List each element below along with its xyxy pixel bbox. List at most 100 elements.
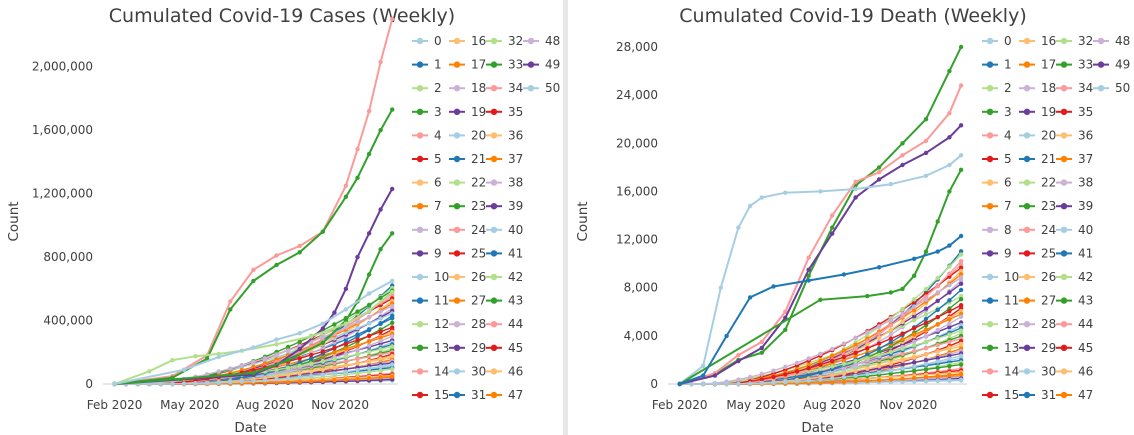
series-point-41 xyxy=(865,352,870,357)
series-point-34 xyxy=(228,299,233,304)
series-point-34 xyxy=(274,253,279,258)
series-point-47 xyxy=(309,379,314,384)
series-point-46 xyxy=(958,341,964,346)
series-point-3 xyxy=(251,278,256,284)
series-point-30 xyxy=(947,162,952,168)
series-point-3 xyxy=(366,151,372,157)
x-tick-label: Aug 2020 xyxy=(803,398,861,412)
legend-swatch-dot xyxy=(1060,273,1068,281)
series-point-43 xyxy=(366,272,372,277)
legend-item-29: 29 xyxy=(1041,341,1056,355)
series-line-49 xyxy=(114,188,394,385)
legend-swatch-dot xyxy=(986,132,994,139)
series-point-40 xyxy=(923,378,929,384)
series-point-26 xyxy=(958,268,964,274)
series-point-33 xyxy=(285,344,291,350)
legend-item-12: 12 xyxy=(1004,317,1019,331)
legend-item-33: 33 xyxy=(1078,58,1093,72)
legend-swatch-dot xyxy=(416,273,424,281)
series-point-34 xyxy=(343,183,349,188)
series-point-48 xyxy=(830,346,835,352)
series-point-42 xyxy=(865,356,870,361)
series-point-1 xyxy=(806,278,811,283)
series-point-46 xyxy=(309,369,314,374)
legend-swatch-dot xyxy=(490,273,498,281)
series-point-33 xyxy=(830,225,835,230)
legend-item-49: 49 xyxy=(545,58,560,72)
series-point-49 xyxy=(759,345,764,351)
x-tick-label: May 2020 xyxy=(160,398,219,412)
legend-swatch-dot xyxy=(1097,61,1105,68)
legend-swatch-dot xyxy=(416,368,424,375)
legend-item-17: 17 xyxy=(1041,58,1056,72)
series-point-19 xyxy=(947,290,952,295)
series-point-33 xyxy=(378,295,383,301)
series-point-50 xyxy=(947,356,952,361)
legend-swatch-dot xyxy=(490,155,498,163)
legend-swatch-dot xyxy=(490,132,498,139)
legend-swatch-dot xyxy=(490,344,498,351)
legend-swatch-dot xyxy=(1060,61,1068,68)
series-point-34 xyxy=(806,255,811,260)
legend-item-47: 47 xyxy=(508,388,523,402)
legend-swatch-dot xyxy=(1023,391,1031,399)
legend-swatch-dot xyxy=(453,37,461,45)
series-point-50 xyxy=(724,381,729,387)
series-point-47 xyxy=(355,376,360,382)
series-point-34 xyxy=(759,339,764,345)
series-point-44 xyxy=(958,259,964,264)
series-point-27 xyxy=(343,346,349,351)
series-point-49 xyxy=(947,135,952,140)
x-tick-label: Feb 2020 xyxy=(652,398,708,412)
legend-item-35: 35 xyxy=(508,105,523,119)
series-point-42 xyxy=(366,349,372,354)
series-point-23 xyxy=(958,297,964,302)
series-point-12 xyxy=(923,312,929,317)
series-point-45 xyxy=(332,345,337,350)
series-point-47 xyxy=(958,371,964,377)
series-point-30 xyxy=(718,285,723,290)
legend-item-10: 10 xyxy=(1004,270,1019,284)
series-point-45 xyxy=(888,336,893,341)
series-point-42 xyxy=(853,358,858,364)
legend-swatch-dot xyxy=(490,368,498,375)
series-point-1 xyxy=(677,381,682,387)
series-point-41 xyxy=(923,316,929,322)
series-point-46 xyxy=(320,367,325,372)
legend-swatch-dot xyxy=(416,108,424,116)
series-point-8 xyxy=(958,278,964,283)
series-point-50 xyxy=(355,367,360,373)
legend-swatch-dot xyxy=(986,344,994,351)
legend-item-18: 18 xyxy=(471,81,486,95)
series-point-50 xyxy=(204,381,210,386)
series-point-50 xyxy=(366,366,372,371)
legend-item-20: 20 xyxy=(1041,128,1056,142)
series-point-3 xyxy=(818,297,823,302)
series-point-50 xyxy=(390,362,395,367)
legend-item-24: 24 xyxy=(1041,223,1056,237)
series-point-26 xyxy=(876,335,882,340)
legend-swatch-dot xyxy=(527,85,535,92)
series-point-12 xyxy=(366,308,372,314)
series-point-50 xyxy=(378,364,383,369)
series-point-3 xyxy=(900,286,905,292)
series-point-45 xyxy=(378,329,383,334)
legend-swatch-dot xyxy=(416,61,424,68)
series-point-48 xyxy=(216,369,221,374)
legend-item-25: 25 xyxy=(471,246,486,260)
series-point-47 xyxy=(853,379,858,384)
series-point-1 xyxy=(935,249,940,254)
series-point-33 xyxy=(332,322,337,327)
series-point-46 xyxy=(343,363,349,368)
legend-swatch-dot xyxy=(453,155,461,163)
series-point-12 xyxy=(343,321,349,326)
legend-swatch-dot xyxy=(1023,61,1031,68)
series-point-46 xyxy=(947,345,952,350)
series-point-38 xyxy=(366,343,372,348)
series-point-49 xyxy=(830,231,835,236)
series-point-42 xyxy=(818,366,823,372)
series-point-48 xyxy=(204,372,210,377)
legend-item-39: 39 xyxy=(508,199,523,213)
series-point-41 xyxy=(390,313,395,318)
series-point-37 xyxy=(818,358,823,363)
